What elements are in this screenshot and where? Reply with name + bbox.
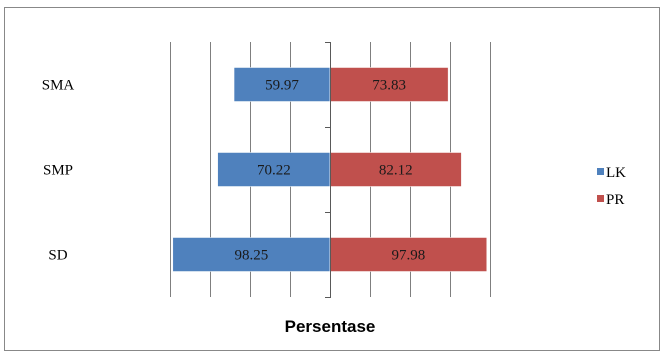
bar-pr-sma — [329, 67, 449, 102]
legend: LK PR — [597, 165, 626, 208]
center-axis — [325, 42, 331, 298]
bars — [172, 67, 488, 272]
value-label-lk-smp: 70.22 — [257, 163, 291, 179]
bar-pr-smp — [329, 152, 462, 187]
value-label-pr-sma: 73.83 — [372, 78, 406, 94]
labels: 59.97 73.83 SMA 70.22 82.12 SMP 98.25 97.98 SD — [42, 78, 426, 264]
bar-lk-sma — [233, 67, 331, 102]
category-label-smp: SMP — [43, 163, 73, 179]
value-label-lk-sma: 59.97 — [265, 78, 299, 94]
x-axis-title: Persentase — [285, 317, 376, 336]
legend-label-lk: LK — [606, 165, 626, 181]
legend-swatch-lk — [597, 168, 604, 175]
legend-label-pr: PR — [606, 192, 624, 208]
value-label-pr-sd: 97.98 — [392, 248, 426, 264]
legend-swatch-pr — [597, 195, 604, 202]
category-label-sma: SMA — [42, 78, 75, 94]
bar-pr-sd — [329, 237, 488, 272]
value-label-lk-sd: 98.25 — [235, 248, 269, 264]
bar-lk-sd — [172, 237, 331, 272]
category-label-sd: SD — [48, 248, 67, 264]
value-label-pr-smp: 82.12 — [379, 163, 413, 179]
